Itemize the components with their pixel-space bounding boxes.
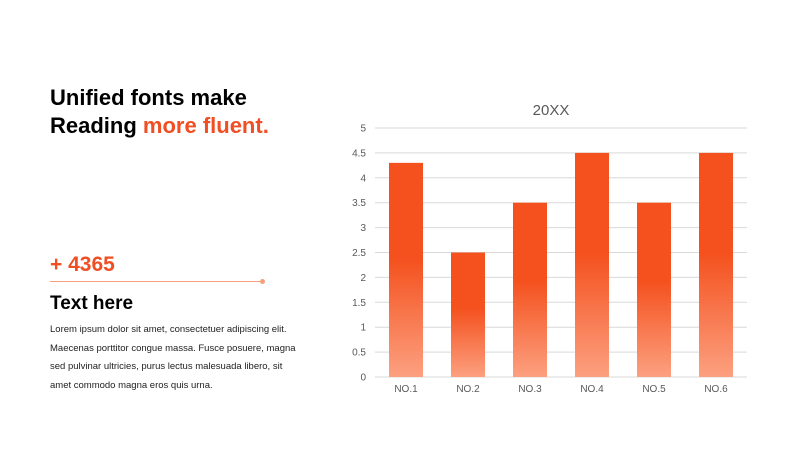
y-tick-label: 4	[360, 173, 366, 184]
chart-gridlines	[375, 127, 747, 378]
x-tick-label: NO.4	[580, 384, 604, 395]
bar-no-4	[575, 152, 609, 377]
sub-heading: Text here	[50, 293, 134, 314]
headline-accent: more fluent.	[142, 113, 269, 138]
y-tick-label: 1.5	[352, 298, 366, 309]
y-tick-label: 4.5	[352, 148, 366, 159]
headline-line-2: Reading more fluent.	[50, 112, 350, 140]
y-tick-label: 3	[360, 223, 366, 234]
headline: Unified fonts make Reading more fluent.	[50, 84, 350, 140]
x-tick-label: NO.3	[518, 384, 542, 395]
bar-no-5	[637, 202, 671, 377]
headline-line-1: Unified fonts make	[50, 85, 247, 110]
y-tick-label: 2.5	[352, 248, 366, 259]
chart-x-axis: NO.1 NO.2 NO.3 NO.4 NO.5 NO.6	[394, 384, 728, 395]
bar-no-3	[513, 202, 547, 377]
bar-no-1	[389, 162, 423, 377]
x-tick-label: NO.6	[704, 384, 728, 395]
chart-bars	[389, 152, 733, 377]
y-tick-label: 0.5	[352, 348, 366, 359]
bar-no-6	[699, 152, 733, 377]
stat-divider	[50, 281, 262, 282]
y-tick-label: 0	[360, 373, 366, 384]
x-tick-label: NO.5	[642, 384, 666, 395]
chart-y-axis: 0 0.5 1 1.5 2 2.5 3 3.5 4 4.5 5	[352, 124, 366, 384]
x-tick-label: NO.1	[394, 384, 418, 395]
y-tick-label: 1	[360, 323, 366, 334]
headline-line-2-prefix: Reading	[50, 113, 143, 138]
body-text: Lorem ipsum dolor sit amet, consectetuer…	[50, 324, 296, 391]
bar-no-2	[451, 252, 485, 377]
y-tick-label: 3.5	[352, 198, 366, 209]
y-tick-label: 5	[360, 124, 366, 135]
stat-value: + 4365	[50, 253, 115, 276]
chart-title: 20XX	[533, 102, 570, 119]
stat-divider-dot	[260, 279, 265, 284]
y-tick-label: 2	[360, 273, 366, 284]
x-tick-label: NO.2	[456, 384, 480, 395]
